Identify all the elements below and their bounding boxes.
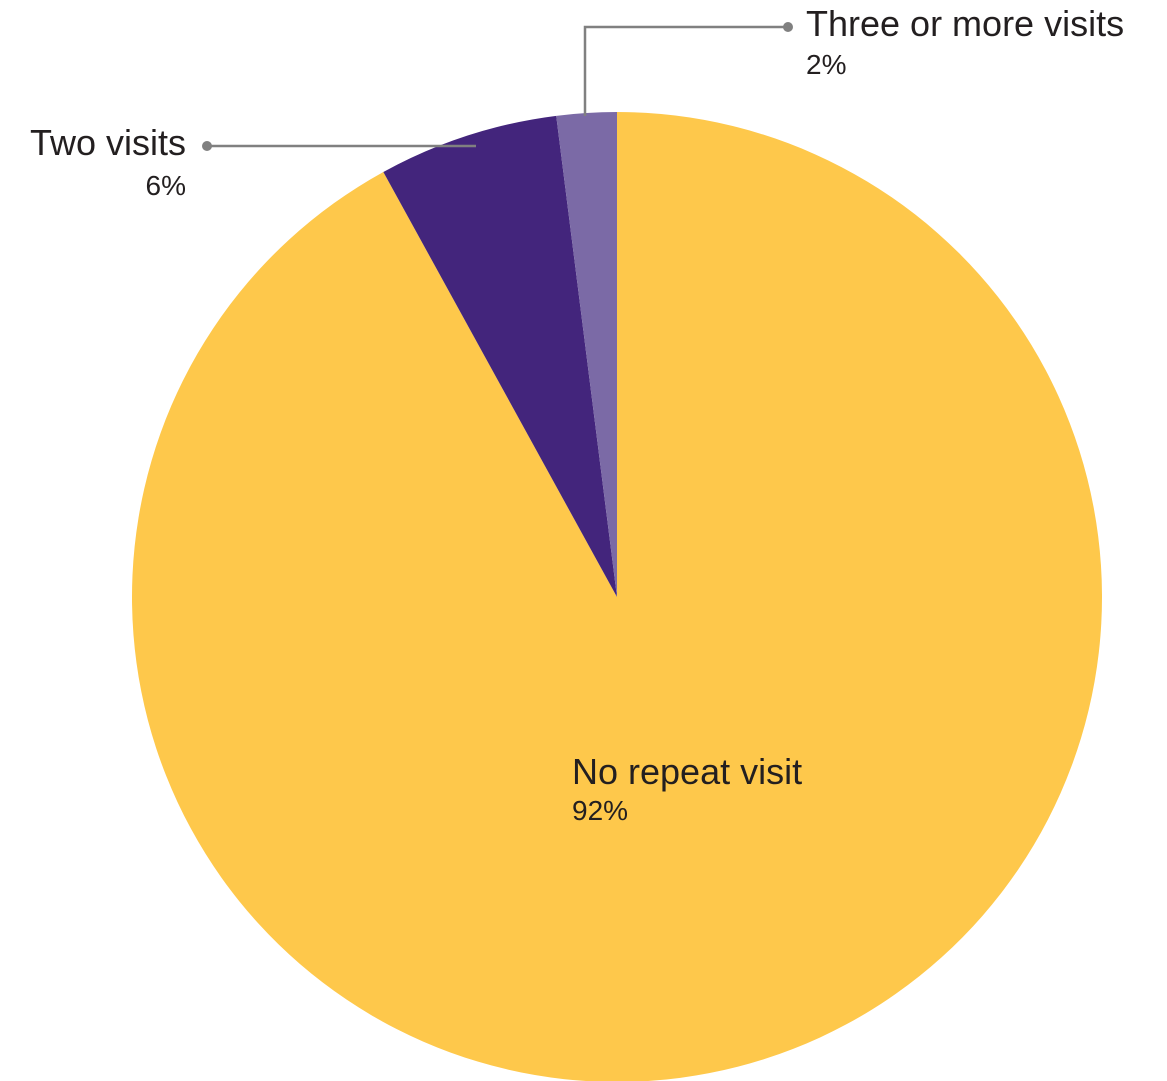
slice-value-no-repeat-visit: 92% [572, 795, 628, 826]
pie-slice-no-repeat-visit [132, 112, 1102, 1081]
leader-dot-two-visits [202, 141, 212, 151]
leader-lines [202, 22, 793, 151]
slice-labels: No repeat visit 92% Two visits 6% Three … [30, 3, 1124, 826]
slice-value-two-visits: 6% [146, 170, 186, 201]
leader-dot-three-or-more-visits [783, 22, 793, 32]
pie-slice-two-visits [383, 115, 617, 597]
slice-label-no-repeat-visit: No repeat visit [572, 751, 802, 792]
pie-slice-three-or-more-visits [556, 112, 617, 597]
pie-slices [132, 112, 1102, 1081]
leader-line-three-or-more-visits [583, 25, 788, 116]
slice-label-three-or-more-visits: Three or more visits [806, 3, 1124, 44]
slice-value-three-or-more-visits: 2% [806, 49, 846, 80]
slice-label-two-visits: Two visits [30, 122, 186, 163]
